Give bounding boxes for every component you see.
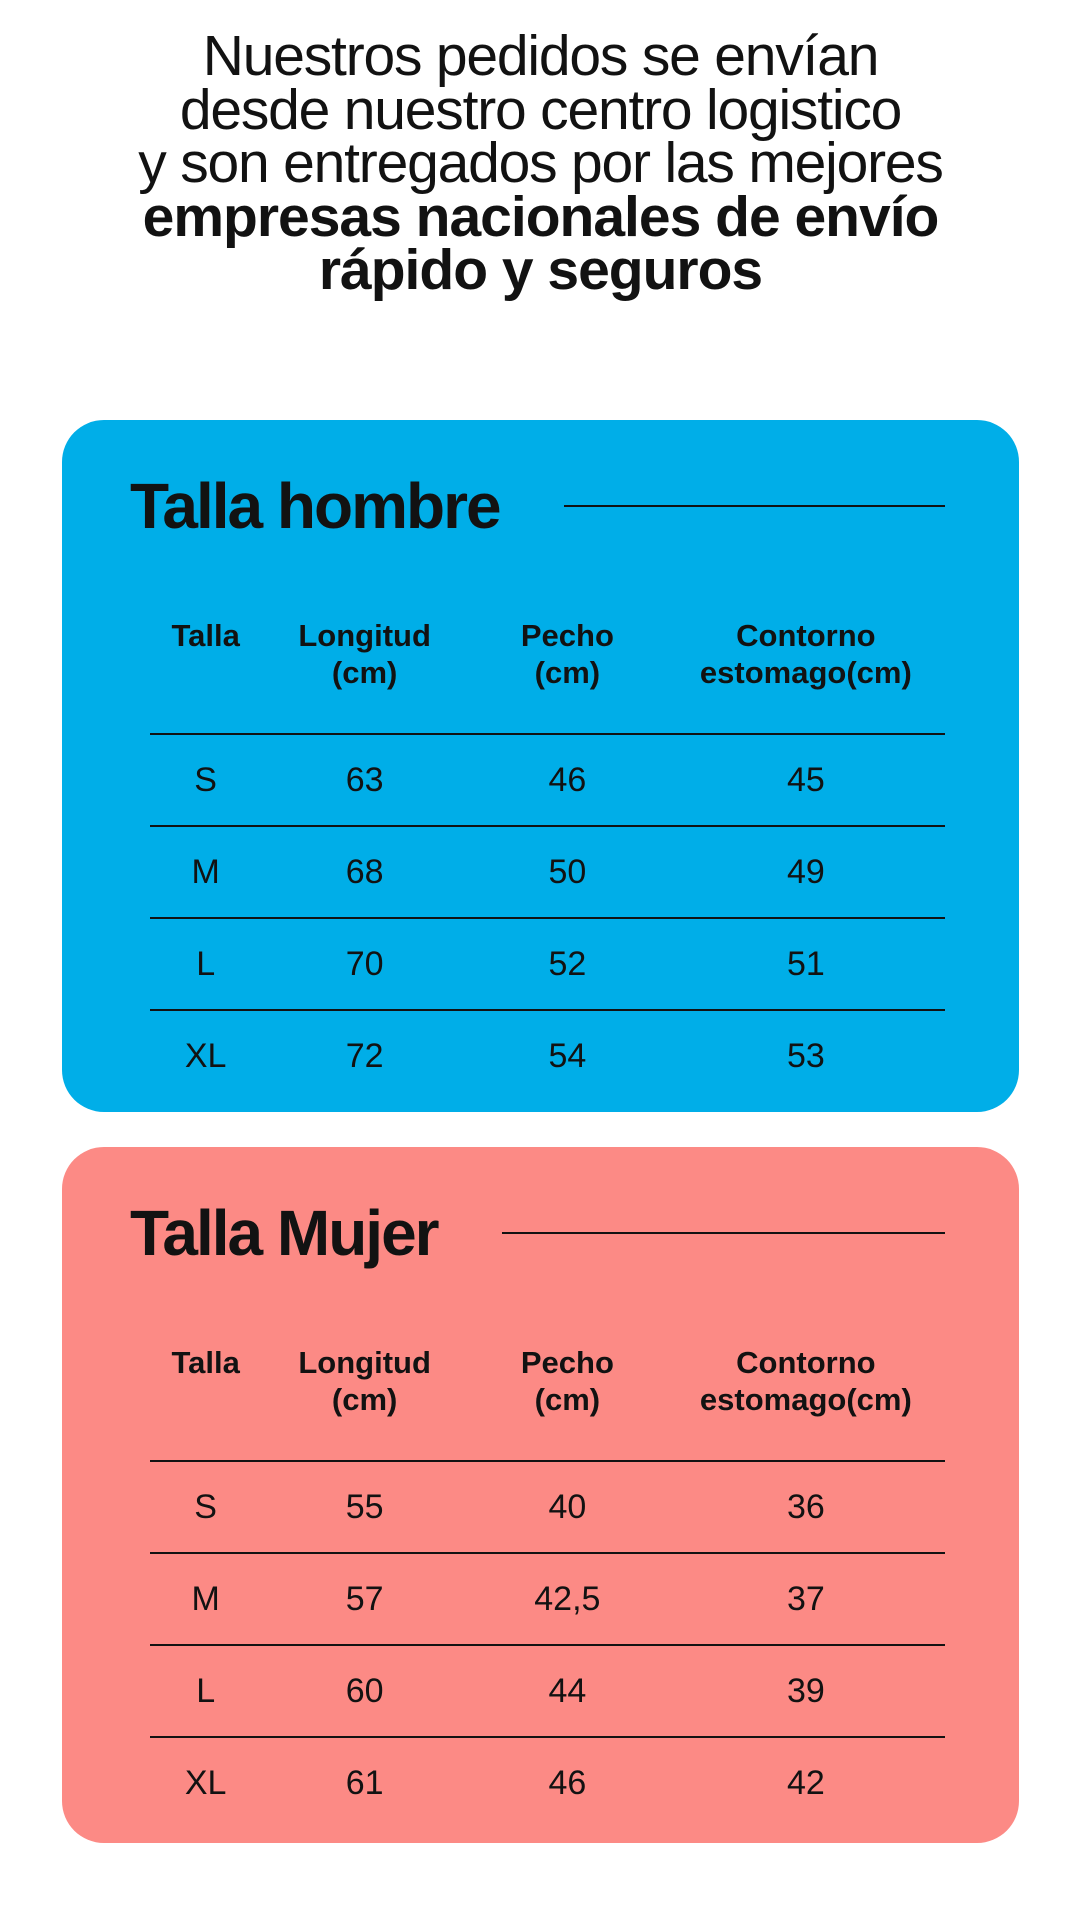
size-row-m: M 68 50 49: [150, 827, 945, 919]
size-row-l: L 60 44 39: [150, 1646, 945, 1738]
size-cell: S: [194, 1487, 217, 1526]
intro-text: Nuestros pedidos se envían desde nuestro…: [0, 0, 1081, 298]
size-cell: 63: [345, 760, 384, 799]
men-card-title: Talla hombre: [130, 470, 502, 542]
column-header-longitud: Longitud (cm): [261, 617, 468, 691]
size-cell: 57: [345, 1579, 384, 1618]
size-cell: 51: [786, 944, 825, 983]
size-cell: 37: [786, 1579, 825, 1618]
size-cell: L: [196, 1671, 216, 1710]
column-header-line: Longitud: [298, 618, 431, 653]
column-header-longitud: Longitud (cm): [261, 1344, 468, 1418]
column-header-line: Contorno: [736, 1345, 876, 1380]
men-size-card: Talla hombre Talla Longitud (cm) Pecho (…: [62, 420, 1019, 1112]
size-row-l: L 70 52 51: [150, 919, 945, 1011]
intro-line-1: Nuestros pedidos se envían: [202, 24, 880, 88]
women-card-title-row: Talla Mujer: [130, 1200, 945, 1266]
column-header-line: (cm): [534, 1382, 601, 1417]
column-header-line: Talla: [171, 618, 240, 653]
intro-line-4: empresas nacionales de envío: [142, 184, 940, 249]
column-header-pecho: Pecho (cm): [468, 1344, 667, 1418]
size-cell: S: [194, 760, 217, 799]
size-cell: 45: [786, 760, 825, 799]
women-table-header: Talla Longitud (cm) Pecho (cm) Contorno …: [150, 1344, 945, 1462]
size-cell: 46: [548, 760, 587, 799]
size-cell: 50: [548, 852, 587, 891]
size-cell: M: [191, 1579, 220, 1618]
size-cell: 46: [548, 1763, 587, 1802]
size-cell: 54: [548, 1036, 587, 1075]
column-header-line: Pecho: [520, 1345, 614, 1380]
column-header-line: (cm): [534, 655, 601, 690]
intro-line-2: desde nuestro centro logistico: [179, 77, 902, 142]
men-table-header: Talla Longitud (cm) Pecho (cm) Contorno …: [150, 617, 945, 735]
title-rule: [501, 1232, 945, 1234]
size-cell: 70: [345, 944, 384, 983]
size-row-xl: XL 61 46 42: [150, 1738, 945, 1828]
size-row-s: S 63 46 45: [150, 735, 945, 827]
size-cell: M: [191, 852, 220, 891]
column-header-line: Contorno: [736, 618, 876, 653]
size-cell: 60: [345, 1671, 384, 1710]
column-header-contorno: Contorno estomago(cm): [667, 617, 945, 691]
column-header-line: Longitud: [298, 1345, 431, 1380]
size-cell: L: [196, 944, 216, 983]
column-header-line: (cm): [331, 1382, 398, 1417]
size-cell: XL: [184, 1763, 227, 1802]
size-row-m: M 57 42,5 37: [150, 1554, 945, 1646]
column-header-line: Talla: [171, 1345, 240, 1380]
size-cell: 42,5: [534, 1579, 601, 1618]
size-cell: 42: [786, 1763, 825, 1802]
women-card-title: Talla Mujer: [130, 1197, 440, 1269]
size-row-xl: XL 72 54 53: [150, 1011, 945, 1101]
size-cell: 53: [786, 1036, 825, 1075]
column-header-contorno: Contorno estomago(cm): [667, 1344, 945, 1418]
men-card-title-row: Talla hombre: [130, 473, 945, 539]
size-row-s: S 55 40 36: [150, 1462, 945, 1554]
intro-line-3: y son entregados por las mejores: [138, 131, 944, 195]
size-cell: 68: [345, 852, 384, 891]
intro-line-5: rápido y seguros: [318, 238, 763, 302]
men-size-table: Talla Longitud (cm) Pecho (cm) Contorno …: [150, 617, 945, 1101]
column-header-line: (cm): [331, 655, 398, 690]
size-cell: 55: [345, 1487, 384, 1526]
size-cell: 49: [786, 852, 825, 891]
column-header-talla: Talla: [150, 1344, 261, 1381]
size-cell: 36: [786, 1487, 825, 1526]
column-header-pecho: Pecho (cm): [468, 617, 667, 691]
size-cell: 40: [548, 1487, 587, 1526]
size-cell: 44: [548, 1671, 587, 1710]
women-size-table: Talla Longitud (cm) Pecho (cm) Contorno …: [150, 1344, 945, 1828]
size-cell: 52: [548, 944, 587, 983]
column-header-talla: Talla: [150, 617, 261, 654]
column-header-line: estomago(cm): [699, 1382, 912, 1417]
title-rule: [563, 505, 945, 507]
size-cell: XL: [184, 1036, 227, 1075]
column-header-line: estomago(cm): [699, 655, 912, 690]
size-cell: 61: [345, 1763, 384, 1802]
column-header-line: Pecho: [520, 618, 614, 653]
size-cell: 39: [786, 1671, 825, 1710]
women-size-card: Talla Mujer Talla Longitud (cm) Pecho (c…: [62, 1147, 1019, 1843]
size-cell: 72: [345, 1036, 384, 1075]
